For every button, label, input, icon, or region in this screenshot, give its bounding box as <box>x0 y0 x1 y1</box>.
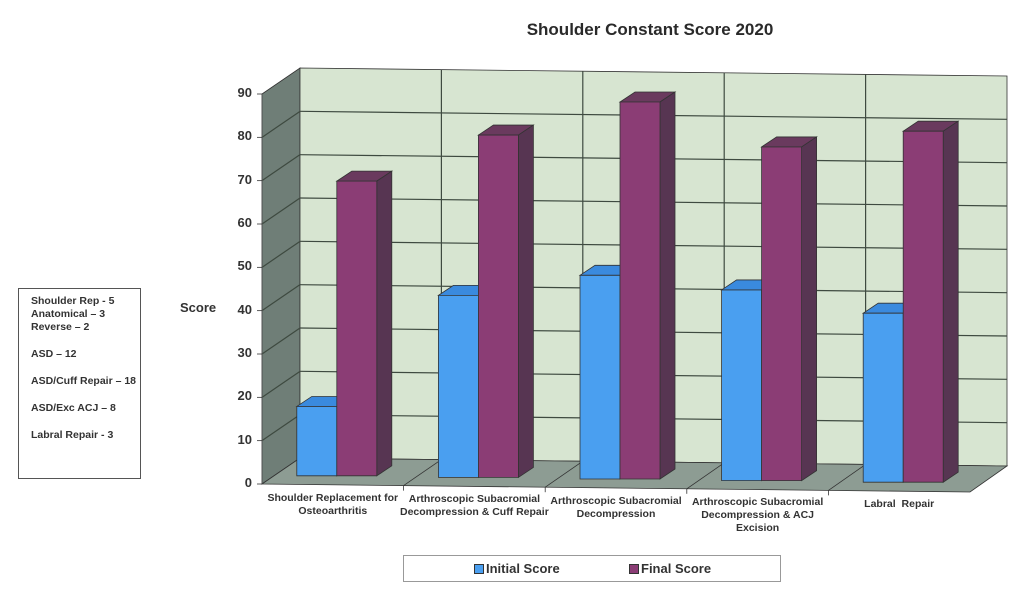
note-anatomical: Anatomical – 3 <box>31 308 106 320</box>
y-tick-label: 0 <box>244 475 252 490</box>
y-axis-label: Score <box>180 300 217 315</box>
divider-floor <box>403 459 442 486</box>
y-tick-label: 70 <box>237 171 252 187</box>
x-category-label: Arthroscopic Subacromial Decompression & … <box>691 496 824 535</box>
note-shoulder-rep: Shoulder Rep - 5 <box>31 295 115 307</box>
legend-item-final: Final Score <box>629 561 711 576</box>
x-category-label: Shoulder Replacement for Osteoarthritis <box>267 491 399 517</box>
note-asd-exc-acj: ASD/Exc ACJ – 8 <box>31 402 116 414</box>
bar-initial-score <box>862 312 904 483</box>
case-count-notes: Shoulder Rep - 5 Anatomical – 3 Reverse … <box>18 288 141 479</box>
y-tick-label: 60 <box>237 215 252 230</box>
gridline-side <box>261 154 301 182</box>
bar-side-final <box>942 120 959 483</box>
x-category-label: Arthroscopic Subacromial Decompression <box>550 494 682 520</box>
note-asd-cuff: ASD/Cuff Repair – 18 <box>31 375 137 387</box>
gridline-side <box>261 414 301 442</box>
note-asd: ASD – 12 <box>31 348 77 360</box>
chart-legend: Initial Score Final Score <box>403 555 781 582</box>
y-tick-label: 20 <box>237 388 252 404</box>
legend-swatch-initial-icon <box>474 563 484 574</box>
legend-label-initial: Initial Score <box>486 561 560 576</box>
legend-item-initial: Initial Score <box>474 561 560 576</box>
y-tick-label: 40 <box>237 301 252 317</box>
y-tick-label: 50 <box>237 258 252 274</box>
bar-initial-score <box>437 294 479 478</box>
legend-swatch-final-icon <box>629 563 639 574</box>
x-category-label: Labral Repair <box>864 498 935 510</box>
divider-floor <box>686 462 725 490</box>
gridline-side <box>261 284 301 312</box>
y-tick-label: 10 <box>237 431 252 447</box>
gridline-side <box>261 327 301 355</box>
bar-final-score <box>902 130 944 483</box>
y-tick-label: 90 <box>237 85 252 100</box>
gridline-side <box>261 370 301 398</box>
gridline-side <box>261 240 301 268</box>
legend-label-final: Final Score <box>641 561 712 576</box>
bar-final-score <box>336 180 378 477</box>
bar-side-final <box>659 91 676 480</box>
bar-side-final <box>518 124 534 479</box>
chart-title: Shoulder Constant Score 2020 <box>526 20 774 39</box>
note-reverse: Reverse – 2 <box>31 321 90 333</box>
gridline-side <box>261 197 301 225</box>
bar-initial-score <box>721 289 762 482</box>
bar-final-score <box>761 146 802 482</box>
bar-initial-score <box>579 274 621 480</box>
y-tick-label: 30 <box>237 345 252 360</box>
note-labral: Labral Repair - 3 <box>31 429 114 441</box>
bar-side-final <box>801 136 817 482</box>
bar-side-final <box>376 170 393 477</box>
divider-floor <box>828 464 866 491</box>
divider-floor <box>544 460 584 488</box>
y-tick-label: 80 <box>237 128 252 144</box>
gridline-side <box>261 110 301 138</box>
x-category-label: Arthroscopic Subacromial Decompression & … <box>400 493 549 519</box>
bar-final-score <box>619 101 661 480</box>
bar-final-score <box>477 134 519 478</box>
bar-initial-score <box>296 406 338 477</box>
side-wall <box>261 67 301 485</box>
